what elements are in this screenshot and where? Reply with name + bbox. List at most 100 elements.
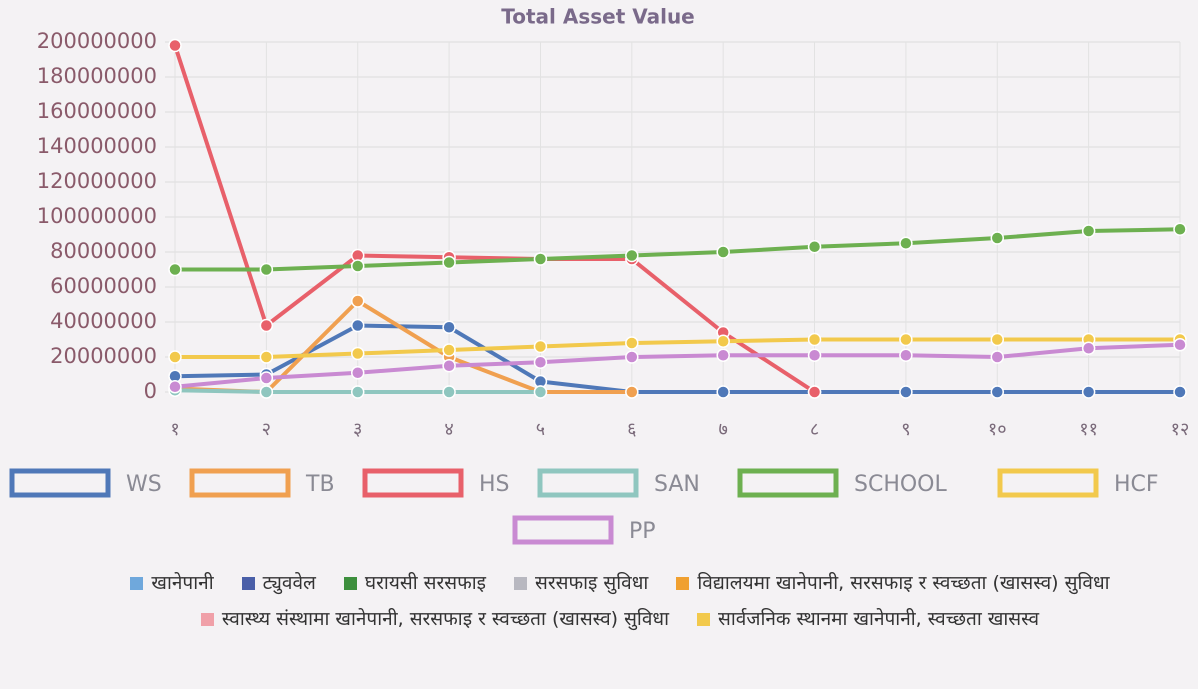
point — [716, 334, 730, 348]
x-tick-label: ५ — [536, 419, 545, 440]
series-line — [174, 342, 1181, 389]
point — [990, 332, 1005, 347]
point — [259, 350, 274, 364]
legend-swatch — [9, 468, 111, 498]
footer-label: विद्यालयमा खानेपानी, सरसफाइ र स्वच्छता (… — [697, 572, 1110, 594]
y-tick-label: 120000000 — [37, 169, 157, 193]
point — [1173, 338, 1187, 352]
x-tick-label: ६ — [627, 419, 636, 440]
legend-swatch — [997, 468, 1099, 498]
point — [1173, 222, 1187, 236]
point — [259, 318, 274, 333]
footer-swatch — [200, 613, 214, 626]
chart: Total Asset Value 0 20000000 40000000 60000… — [9, 5, 1190, 545]
footer-label: खानेपानी — [151, 572, 214, 594]
legend-label: HS — [479, 472, 510, 497]
point — [350, 385, 365, 399]
footer-swatch — [676, 577, 690, 590]
x-tick-label: २ — [262, 419, 271, 440]
point — [1173, 385, 1187, 399]
footer-swatch — [130, 577, 144, 590]
point — [350, 294, 365, 308]
point — [625, 248, 639, 263]
point — [533, 385, 548, 399]
point — [807, 332, 822, 347]
point — [807, 348, 822, 362]
point — [350, 366, 365, 380]
point — [442, 385, 456, 399]
x-tick-label: १० — [988, 419, 1007, 440]
point — [990, 231, 1005, 245]
point — [716, 245, 730, 259]
point — [899, 385, 913, 399]
footer-swatch — [697, 613, 711, 626]
footer-legend: खानेपानी ट्युववेल घरायसी सरसफाइ सरसफाइ सुवि… — [70, 565, 1170, 637]
point — [1081, 385, 1096, 399]
point — [625, 385, 639, 399]
footer-legend-item: खानेपानी — [130, 565, 214, 601]
point — [259, 262, 274, 277]
footer-label: घरायसी सरसफाइ — [364, 572, 487, 594]
footer-legend-item: सार्वजनिक स्थानमा खानेपानी, स्वच्छता खास… — [697, 601, 1039, 637]
legend-label: HCF — [1114, 472, 1159, 497]
footer-swatch — [241, 577, 255, 590]
footer-label: सरसफाइ सुविधा — [535, 572, 649, 594]
series-line — [173, 44, 816, 394]
legend-label: TB — [305, 472, 335, 497]
point — [807, 385, 822, 399]
point — [350, 318, 365, 333]
footer-legend-item: स्वास्थ्य संस्थामा खानेपानी, सरसफाइ र स्… — [200, 601, 670, 637]
point — [716, 385, 730, 399]
point — [899, 236, 913, 250]
point — [807, 240, 822, 254]
x-tick-label: ९ — [901, 419, 910, 440]
y-tick-label: 60000000 — [50, 274, 157, 298]
x-tick-label: ८ — [810, 419, 819, 440]
point — [259, 385, 274, 399]
x-tick-label: १ — [170, 419, 179, 440]
y-tick-label: 140000000 — [37, 134, 157, 158]
point — [442, 320, 456, 334]
footer-swatch — [514, 577, 528, 590]
footer-legend-item: घरायसी सरसफाइ — [343, 565, 487, 601]
footer-label: ट्युववेल — [262, 572, 316, 594]
legend-swatch — [362, 468, 464, 498]
x-tick-label: १२ — [1171, 419, 1190, 440]
y-tick-label: 180000000 — [37, 64, 157, 88]
chart-title: Total Asset Value — [501, 5, 695, 29]
x-tick-label: ४ — [444, 419, 453, 440]
point — [168, 38, 182, 53]
y-tick-label: 0 — [144, 379, 157, 403]
point — [442, 343, 456, 357]
footer-swatch — [343, 577, 357, 590]
point — [1081, 341, 1096, 355]
point — [533, 252, 548, 266]
footer-label: सार्वजनिक स्थानमा खानेपानी, स्वच्छता खास… — [718, 608, 1040, 630]
y-tick-label: 160000000 — [37, 99, 157, 123]
point — [442, 255, 456, 270]
point — [168, 262, 182, 277]
legend-swatch — [189, 468, 291, 498]
series-line — [175, 337, 1180, 359]
legend-label: WS — [126, 472, 162, 497]
x-tick-label: ७ — [718, 419, 727, 440]
point — [350, 346, 365, 361]
series-line — [174, 323, 1180, 394]
y-tick-label: 100000000 — [37, 204, 157, 228]
legend-label: SCHOOL — [854, 472, 948, 497]
point — [716, 348, 730, 362]
y-tick-label: 20000000 — [50, 344, 157, 368]
point — [350, 259, 365, 273]
footer-legend-item: ट्युववेल — [241, 565, 316, 601]
y-tick-label: 80000000 — [50, 239, 157, 263]
point — [990, 350, 1005, 364]
point — [990, 385, 1005, 399]
footer-legend-item: विद्यालयमा खानेपानी, सरसफाइ र स्वच्छता (… — [676, 565, 1110, 601]
x-tick-label: ११ — [1079, 419, 1098, 440]
legend-label: SAN — [654, 472, 700, 497]
footer-label: स्वास्थ्य संस्थामा खानेपानी, सरसफाइ र स्… — [221, 608, 670, 630]
point — [1081, 224, 1096, 238]
point — [533, 339, 548, 354]
point — [625, 336, 639, 350]
point — [625, 350, 639, 364]
